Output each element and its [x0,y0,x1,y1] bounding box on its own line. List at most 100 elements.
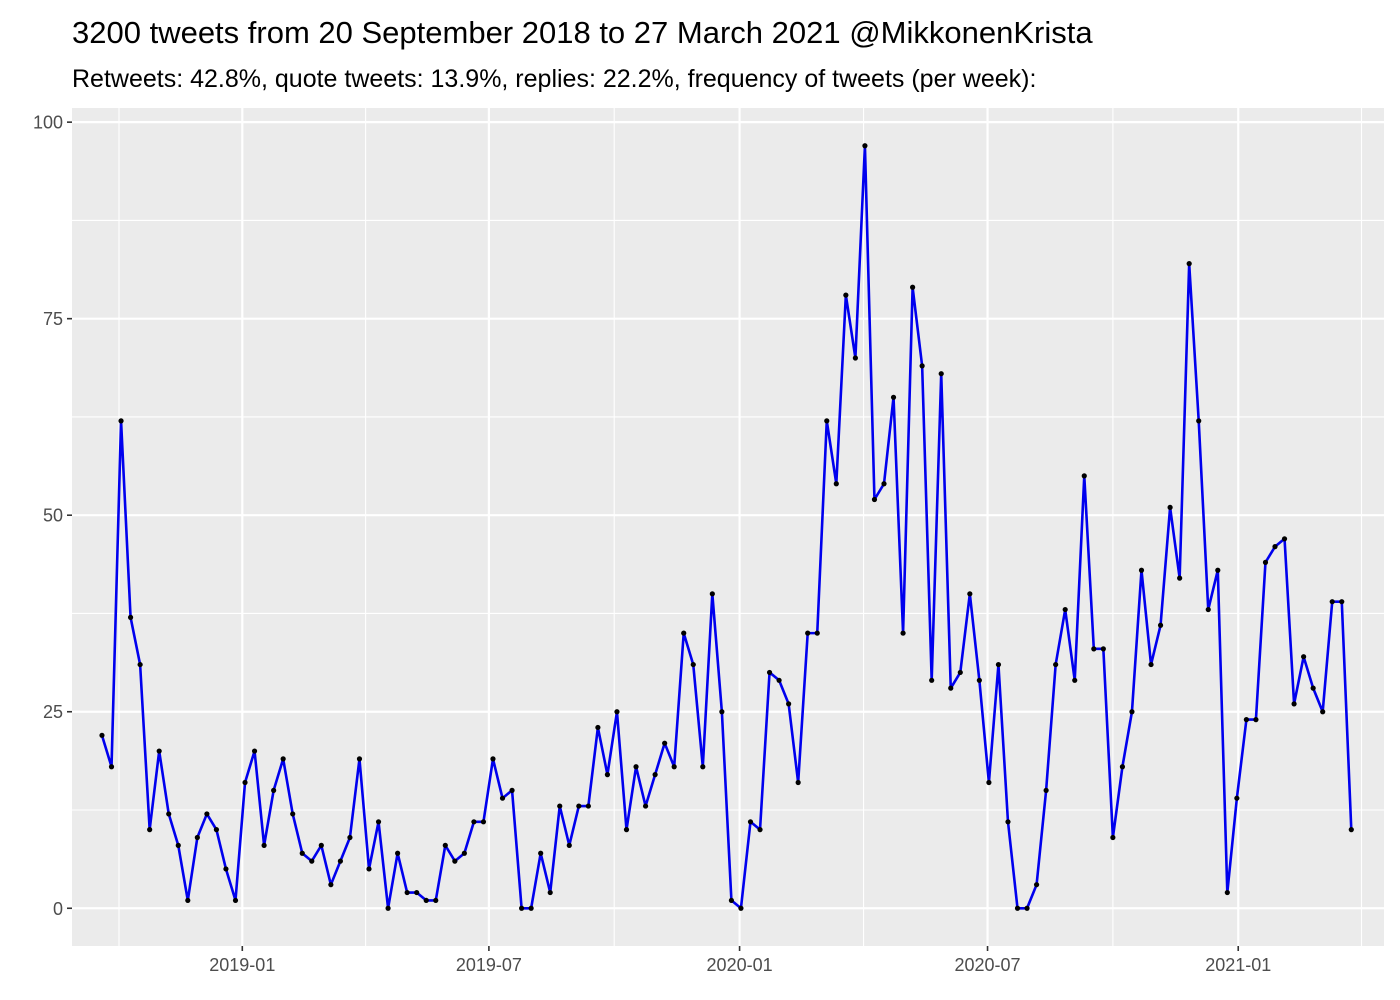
data-point [719,709,725,715]
data-point [1224,889,1230,896]
data-point [433,897,439,904]
data-point [1301,654,1307,660]
data-point [1310,685,1316,691]
data-point [337,858,343,864]
data-point [757,827,763,833]
data-point [805,630,811,636]
data-point [700,764,706,770]
data-point [99,732,105,738]
data-point [490,756,496,762]
data-point [251,748,258,754]
data-point [147,827,153,833]
data-point [766,669,773,676]
data-point [471,819,477,825]
points-layer [99,143,1354,911]
data-point [519,905,525,911]
x-tick-label: 2019-01 [209,955,275,975]
data-point [1177,575,1183,581]
data-point [1148,661,1154,668]
data-point [1291,701,1297,707]
data-point [261,842,267,848]
data-point [1186,261,1192,267]
data-point [461,850,467,856]
data-point [547,889,553,896]
data-point [232,897,239,904]
data-point [1138,567,1145,573]
data-point [137,661,143,668]
data-point [414,889,420,896]
data-point [309,858,315,864]
data-point [538,850,544,856]
data-point [852,355,858,361]
y-axis: 0 25 50 75 100 [33,113,72,919]
data-point [681,630,687,636]
data-point [690,661,696,668]
x-tick-label: 2020-01 [707,955,773,975]
data-point [1320,709,1326,715]
data-point [595,724,601,731]
data-point [194,834,200,841]
data-point [738,905,744,911]
data-point [1157,622,1164,628]
x-axis: 2019-01 2019-07 2020-01 2020-07 2021-01 [209,946,1271,975]
data-point [242,779,248,786]
data-point [652,772,658,778]
data-point [900,630,906,636]
data-point [404,889,410,896]
data-point [1129,709,1135,715]
data-point [948,685,954,691]
data-point [223,866,229,872]
data-point [1215,567,1221,573]
data-point [662,740,668,746]
data-point [1196,418,1202,424]
data-point [671,764,677,770]
data-point [1348,827,1354,833]
major-gridlines [72,108,1384,946]
data-point [185,897,191,904]
data-point [633,764,639,770]
minor-gridlines [72,108,1384,946]
data-point [318,842,324,848]
x-tick-label: 2020-07 [955,955,1021,975]
x-tick-label: 2021-01 [1205,955,1271,975]
data-point [919,363,925,369]
data-point [280,756,286,762]
data-point [585,803,591,809]
data-point [709,591,715,597]
data-point [480,819,487,825]
data-point [576,803,582,809]
data-point [786,701,792,707]
data-point [929,677,935,683]
data-point [1100,646,1106,652]
data-point [1053,661,1059,668]
data-point [290,811,296,817]
data-point [1262,559,1269,565]
data-point [299,850,305,856]
y-tick-label: 100 [33,113,63,133]
data-point [1339,599,1345,605]
data-point [614,709,620,715]
data-point [1234,795,1240,801]
data-point [156,748,162,754]
data-point [1033,882,1040,888]
data-point [1167,504,1173,510]
data-point [843,292,849,298]
data-point [604,772,611,778]
data-point [1014,905,1021,911]
data-point [385,905,391,911]
data-point [557,803,563,809]
x-tick-label: 2019-07 [456,955,522,975]
data-point [1119,764,1126,770]
data-point [1024,905,1030,911]
data-point [204,811,210,817]
data-point [213,827,220,833]
y-tick-label: 0 [53,899,63,919]
data-point [1272,544,1278,550]
y-tick-label: 75 [43,309,63,329]
data-point [833,481,839,487]
data-point [1253,717,1259,723]
data-point [776,677,782,683]
data-point [862,143,868,149]
data-point [528,905,534,911]
